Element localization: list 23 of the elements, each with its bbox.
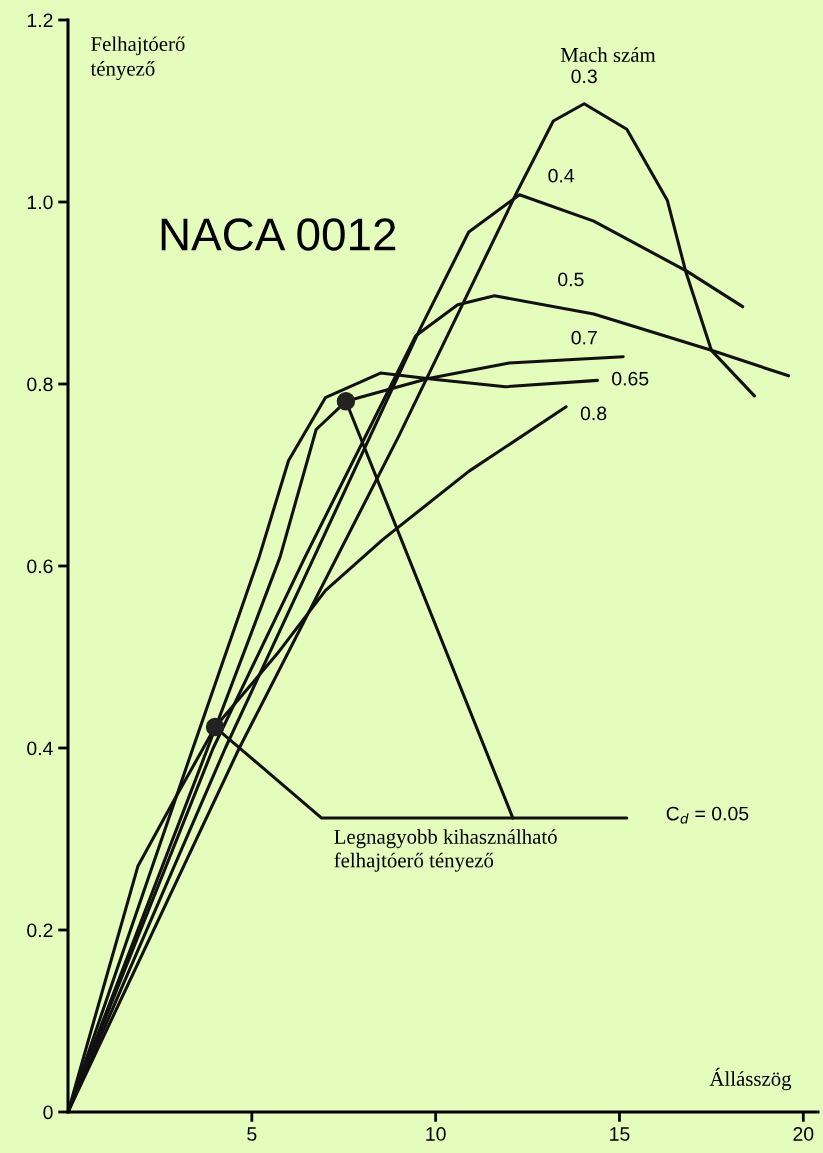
x-tick-label: 15 (610, 1127, 630, 1141)
y-tick-label: 0.8 (27, 377, 53, 392)
y-axis-title: Felhajtóerő tényező (90, 36, 185, 81)
y-tick-label: 1.2 (27, 13, 53, 28)
text: NACA 0012 (161, 218, 396, 251)
y-tick-label: 0 (43, 1105, 53, 1120)
x-axis-title: Állásszög (709, 1067, 792, 1091)
series-label: 0.7 (571, 330, 597, 345)
series-label: 0.5 (558, 272, 584, 287)
text: C$_{d}$ = 0.05 (666, 806, 749, 824)
y-tick-label: 0.2 (27, 923, 53, 938)
y-tick-label: 1.0 (27, 195, 53, 210)
annotation: Mach szám (560, 47, 656, 62)
y-tick-label: 0.4 (27, 741, 53, 756)
y-tick-label: 0.6 (27, 559, 53, 574)
annotation: Legnagyobb kihasználható felhajtóerő tényező (334, 829, 557, 872)
series-label: 0.65 (612, 371, 649, 386)
x-tick-label: 5 (247, 1127, 257, 1141)
x-tick-label: 20 (793, 1127, 814, 1141)
series-label: 0.3 (571, 69, 597, 84)
series-label: 0.8 (580, 406, 607, 421)
x-tick-label: 10 (426, 1127, 446, 1141)
series-label: 0.4 (548, 168, 575, 183)
